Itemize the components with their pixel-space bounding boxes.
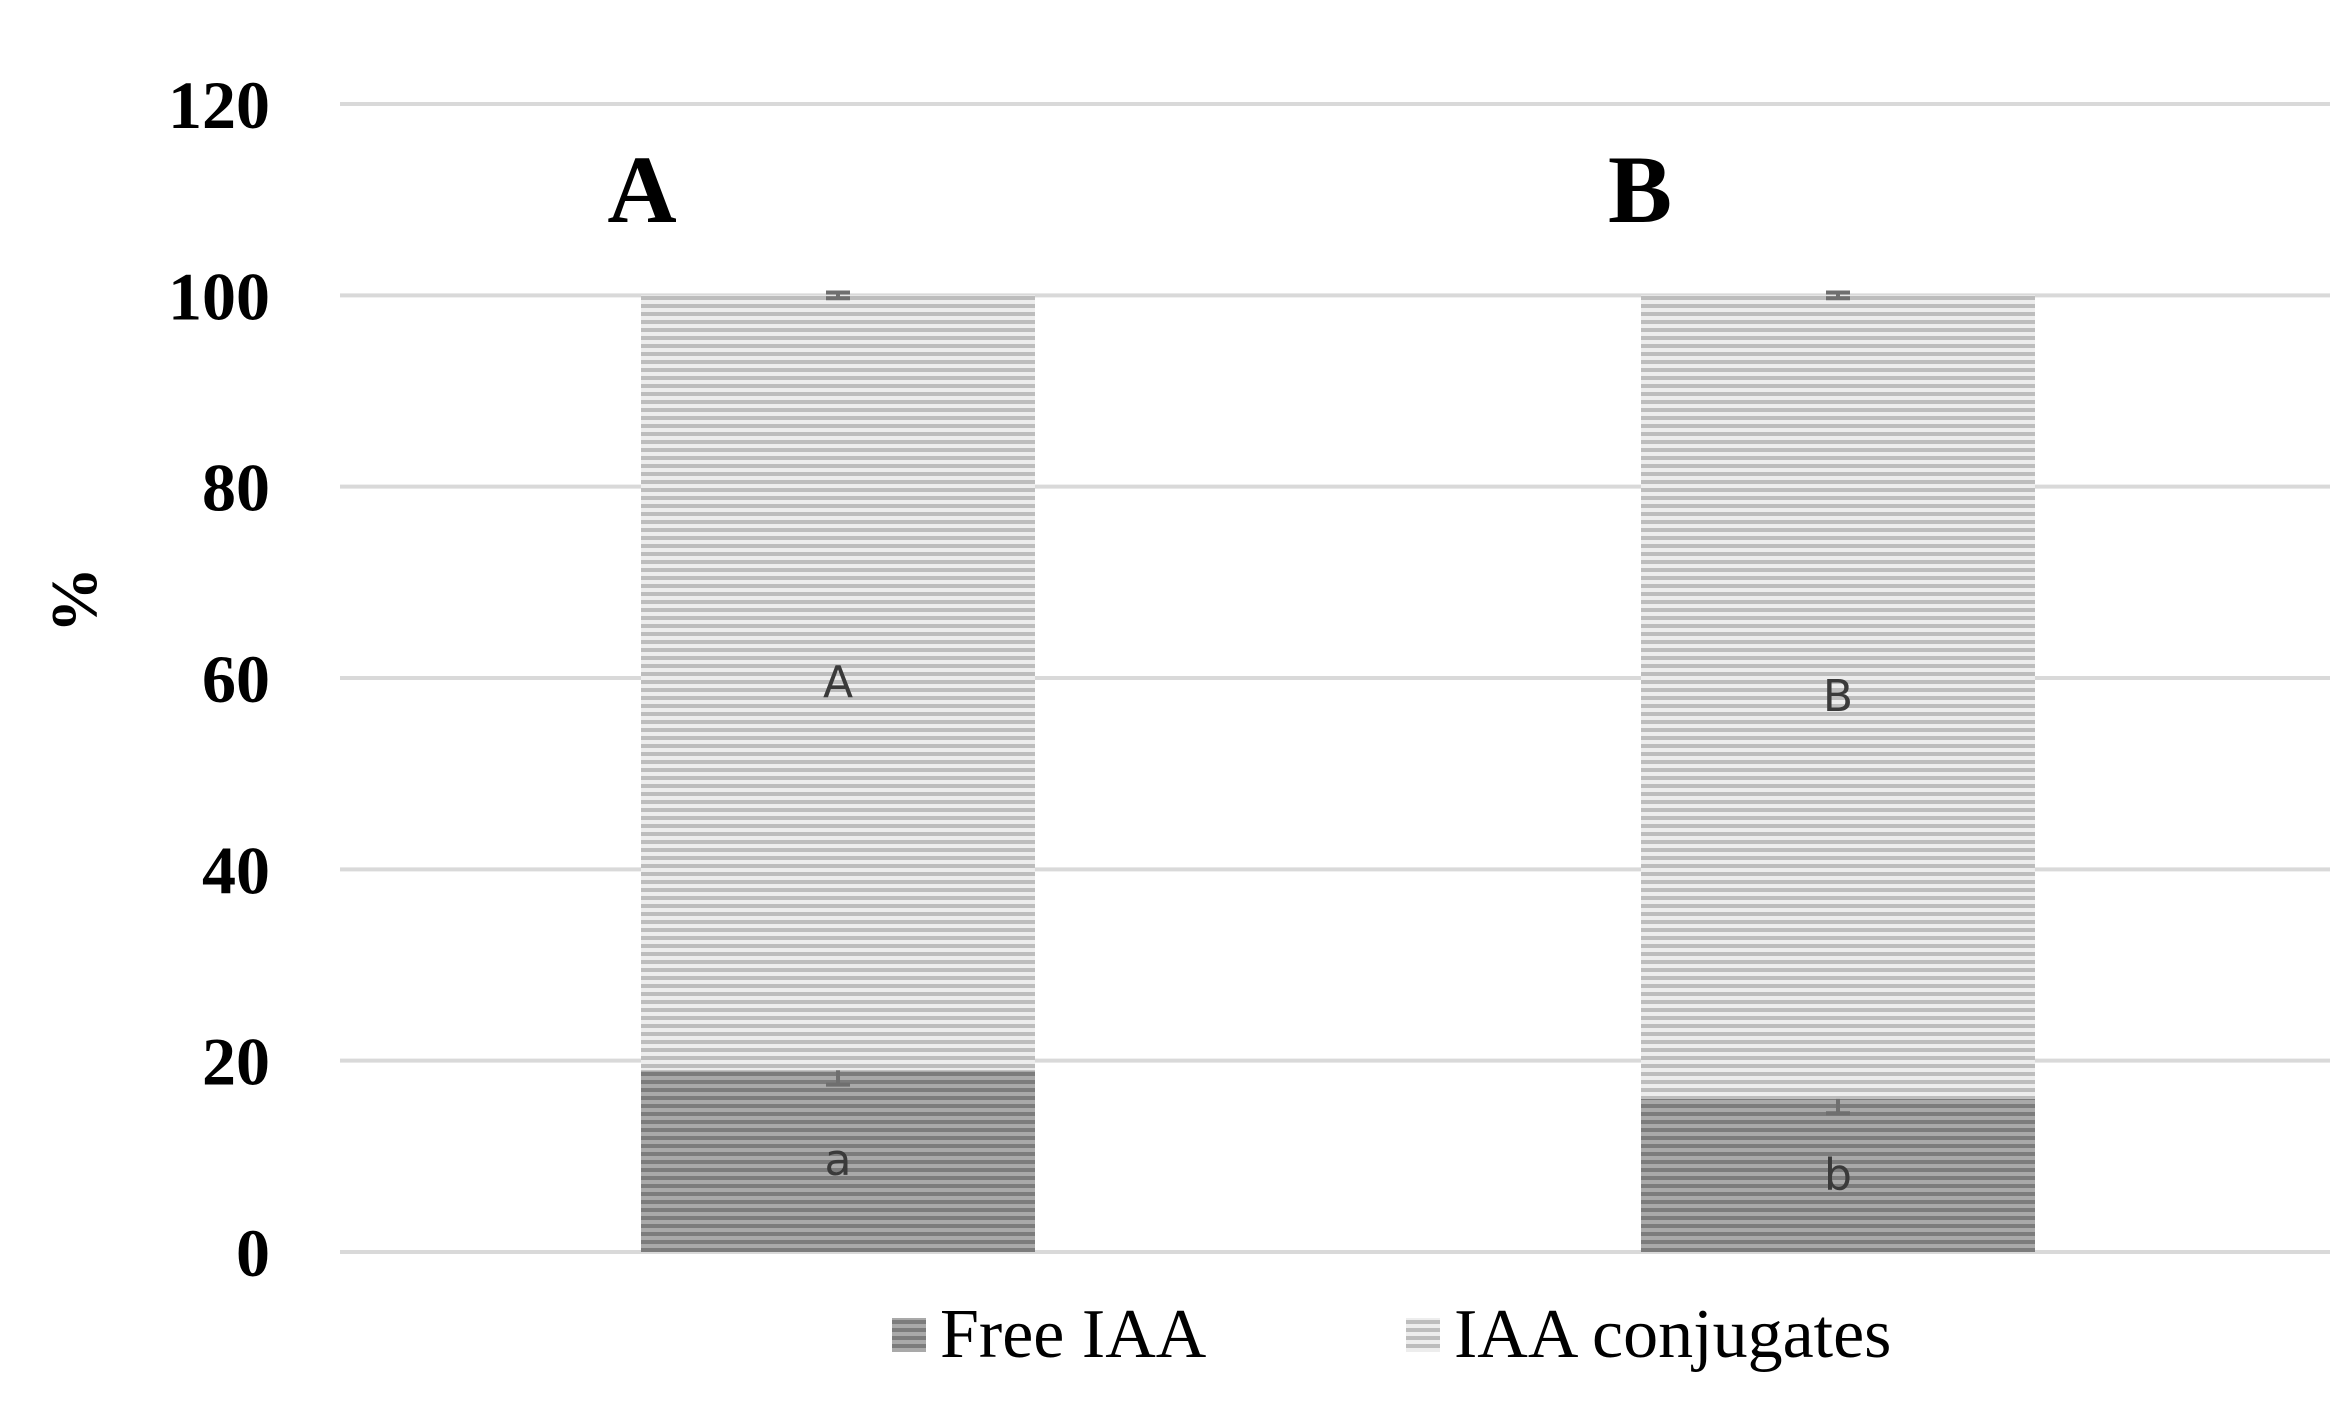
y-tick-label: 100: [168, 258, 270, 334]
category-label: B: [1608, 136, 1672, 243]
significance-letter: a: [825, 1135, 852, 1186]
legend: Free IAA IAA conjugates: [892, 1296, 1891, 1373]
bars: a A Ab B B: [607, 136, 2035, 1252]
bar-a-free-iaa: [641, 1070, 1035, 1252]
bar-b-iaa-conjugates: [1641, 295, 2035, 1099]
bar-b-free-iaa: [1641, 1098, 2035, 1252]
y-tick-label: 0: [236, 1215, 270, 1291]
y-tick-label: 40: [202, 832, 270, 908]
legend-free-iaa-label: Free IAA: [940, 1296, 1207, 1373]
y-tick-labels: 0 20 40 60 80 100 120: [168, 67, 270, 1291]
legend-free-iaa-swatch: [892, 1318, 926, 1352]
bar-a-iaa-conjugates: [641, 295, 1035, 1071]
significance-letter: B: [1823, 671, 1853, 722]
significance-letter: A: [823, 657, 853, 708]
y-tick-label: 60: [202, 641, 270, 717]
y-tick-label: 120: [168, 67, 270, 143]
legend-iaa-conjugates-label: IAA conjugates: [1454, 1296, 1891, 1373]
category-label: A: [607, 136, 676, 243]
legend-iaa-conjugates-swatch: [1406, 1318, 1440, 1352]
y-axis-label: %: [38, 567, 111, 633]
y-tick-label: 80: [202, 450, 270, 526]
significance-letter: b: [1824, 1149, 1852, 1200]
y-tick-label: 20: [202, 1024, 270, 1100]
